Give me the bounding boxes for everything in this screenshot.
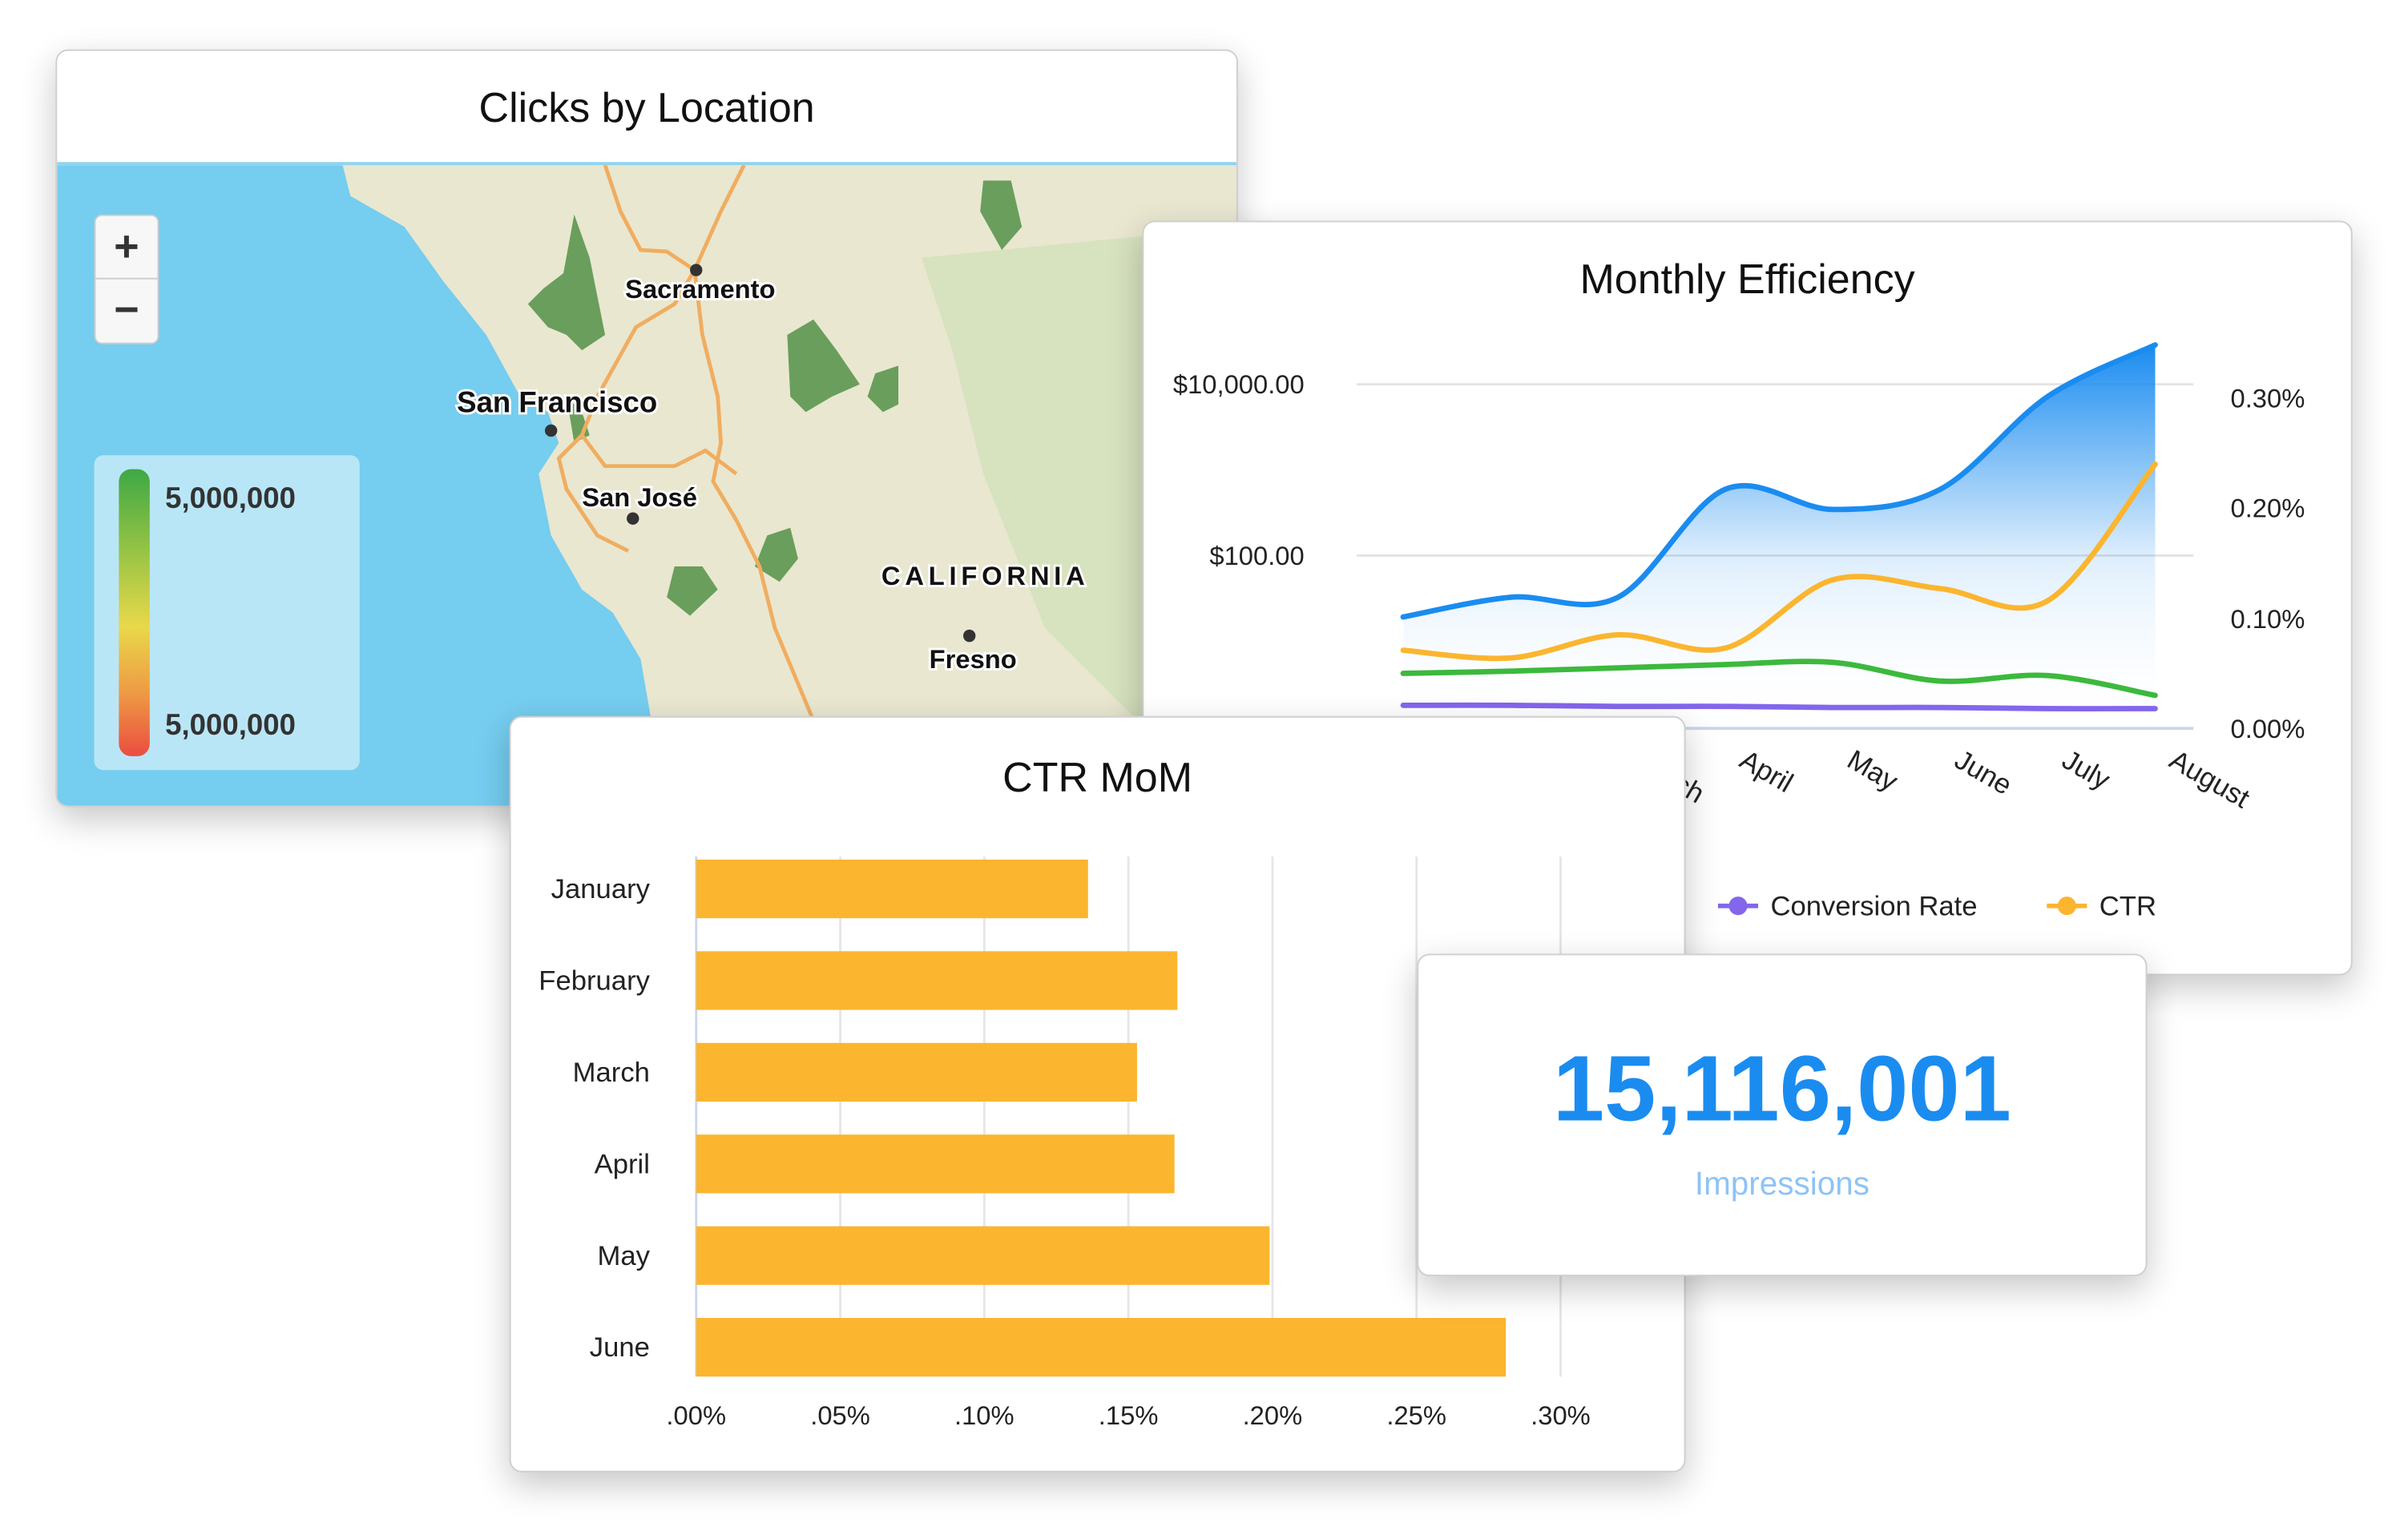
zoom-in-button[interactable]: + xyxy=(114,222,139,271)
place-label: San José xyxy=(582,482,697,512)
y-tick-label: January xyxy=(551,874,651,904)
legend-min-label: 5,000,000 xyxy=(165,710,296,743)
series-line-1 xyxy=(1400,461,2158,662)
x-tick-label: June xyxy=(1950,744,2017,800)
x-tick-label: .25% xyxy=(1386,1400,1446,1430)
bar xyxy=(696,1042,1137,1102)
series-line-2 xyxy=(1400,659,2158,699)
series-area xyxy=(1403,344,2156,729)
x-tick-label: .15% xyxy=(1099,1400,1159,1430)
y-left-tick-label: $100.00 xyxy=(1209,541,1304,570)
y-tick-label: May xyxy=(597,1241,650,1271)
place-label: Sacramento xyxy=(625,274,775,304)
y-tick-label: March xyxy=(573,1058,650,1088)
y-tick-label: February xyxy=(538,966,650,997)
x-tick-label: .10% xyxy=(954,1400,1014,1430)
legend-label: Conversion Rate xyxy=(1770,891,1977,921)
place-label: San Francisco xyxy=(457,385,657,418)
map-widget: Clicks by Location xyxy=(55,49,1238,808)
ctr-title: CTR MoM xyxy=(1002,754,1193,801)
roads xyxy=(556,165,877,806)
legend-label: CTR xyxy=(2099,891,2156,921)
y-right-tick-label: 0.30% xyxy=(2231,384,2305,413)
map-title: Clicks by Location xyxy=(478,84,815,131)
place-label: Fresno xyxy=(930,644,1017,674)
y-right-tick-label: 0.00% xyxy=(2231,714,2305,743)
x-tick-label: .00% xyxy=(666,1400,726,1430)
x-tick-label: July xyxy=(2057,744,2116,796)
x-tick-label: May xyxy=(1842,744,1903,797)
y-tick-label: April xyxy=(595,1149,650,1179)
series-line-3 xyxy=(1400,702,2158,711)
legend-gradient xyxy=(119,469,150,756)
x-tick-label: .20% xyxy=(1243,1400,1303,1430)
y-left-tick-label: $10,000.00 xyxy=(1173,369,1305,399)
zoom-control: + − xyxy=(94,214,159,344)
place-label: CALIFORNIA xyxy=(881,561,1090,590)
ctr-mom-card: CTR MoM .00% .05% .10% .15% .20% .25% .30% Janu… xyxy=(509,715,1686,1473)
ctr-chart: .00% .05% .10% .15% .20% .25% .30% January Febru… xyxy=(538,856,1591,1430)
impressions-label: Impressions xyxy=(1694,1166,1870,1203)
x-tick-label: .30% xyxy=(1531,1400,1591,1430)
zoom-out-button[interactable]: − xyxy=(95,277,158,341)
x-tick-label: April xyxy=(1735,744,1798,799)
impressions-value: 15,116,001 xyxy=(1552,1037,2011,1141)
bar xyxy=(696,1318,1507,1377)
bar xyxy=(696,951,1178,1010)
bar xyxy=(696,1134,1175,1194)
x-tick-label: August xyxy=(2164,744,2255,814)
map-legend: 5,000,000 5,000,000 xyxy=(94,455,360,771)
y-right-tick-label: 0.10% xyxy=(2231,604,2305,634)
legend-max-label: 5,000,000 xyxy=(165,482,296,516)
bar xyxy=(696,859,1088,919)
efficiency-title: Monthly Efficiency xyxy=(1579,256,1915,303)
legend-marker xyxy=(1728,896,1748,916)
impressions-card: 15,116,001 Impressions xyxy=(1417,953,2148,1277)
y-right-tick-label: 0.20% xyxy=(2231,493,2305,522)
legend-marker xyxy=(2057,896,2076,916)
place-labels: Sacramento San Francisco San José CALIFO… xyxy=(454,272,1090,676)
series-line-0 xyxy=(1400,342,2158,620)
y-tick-label: June xyxy=(590,1332,650,1363)
x-tick-label: .05% xyxy=(810,1400,870,1430)
map-header: Clicks by Location xyxy=(57,50,1236,166)
city-markers xyxy=(544,264,976,643)
parks xyxy=(527,180,1022,616)
bar xyxy=(696,1226,1270,1285)
